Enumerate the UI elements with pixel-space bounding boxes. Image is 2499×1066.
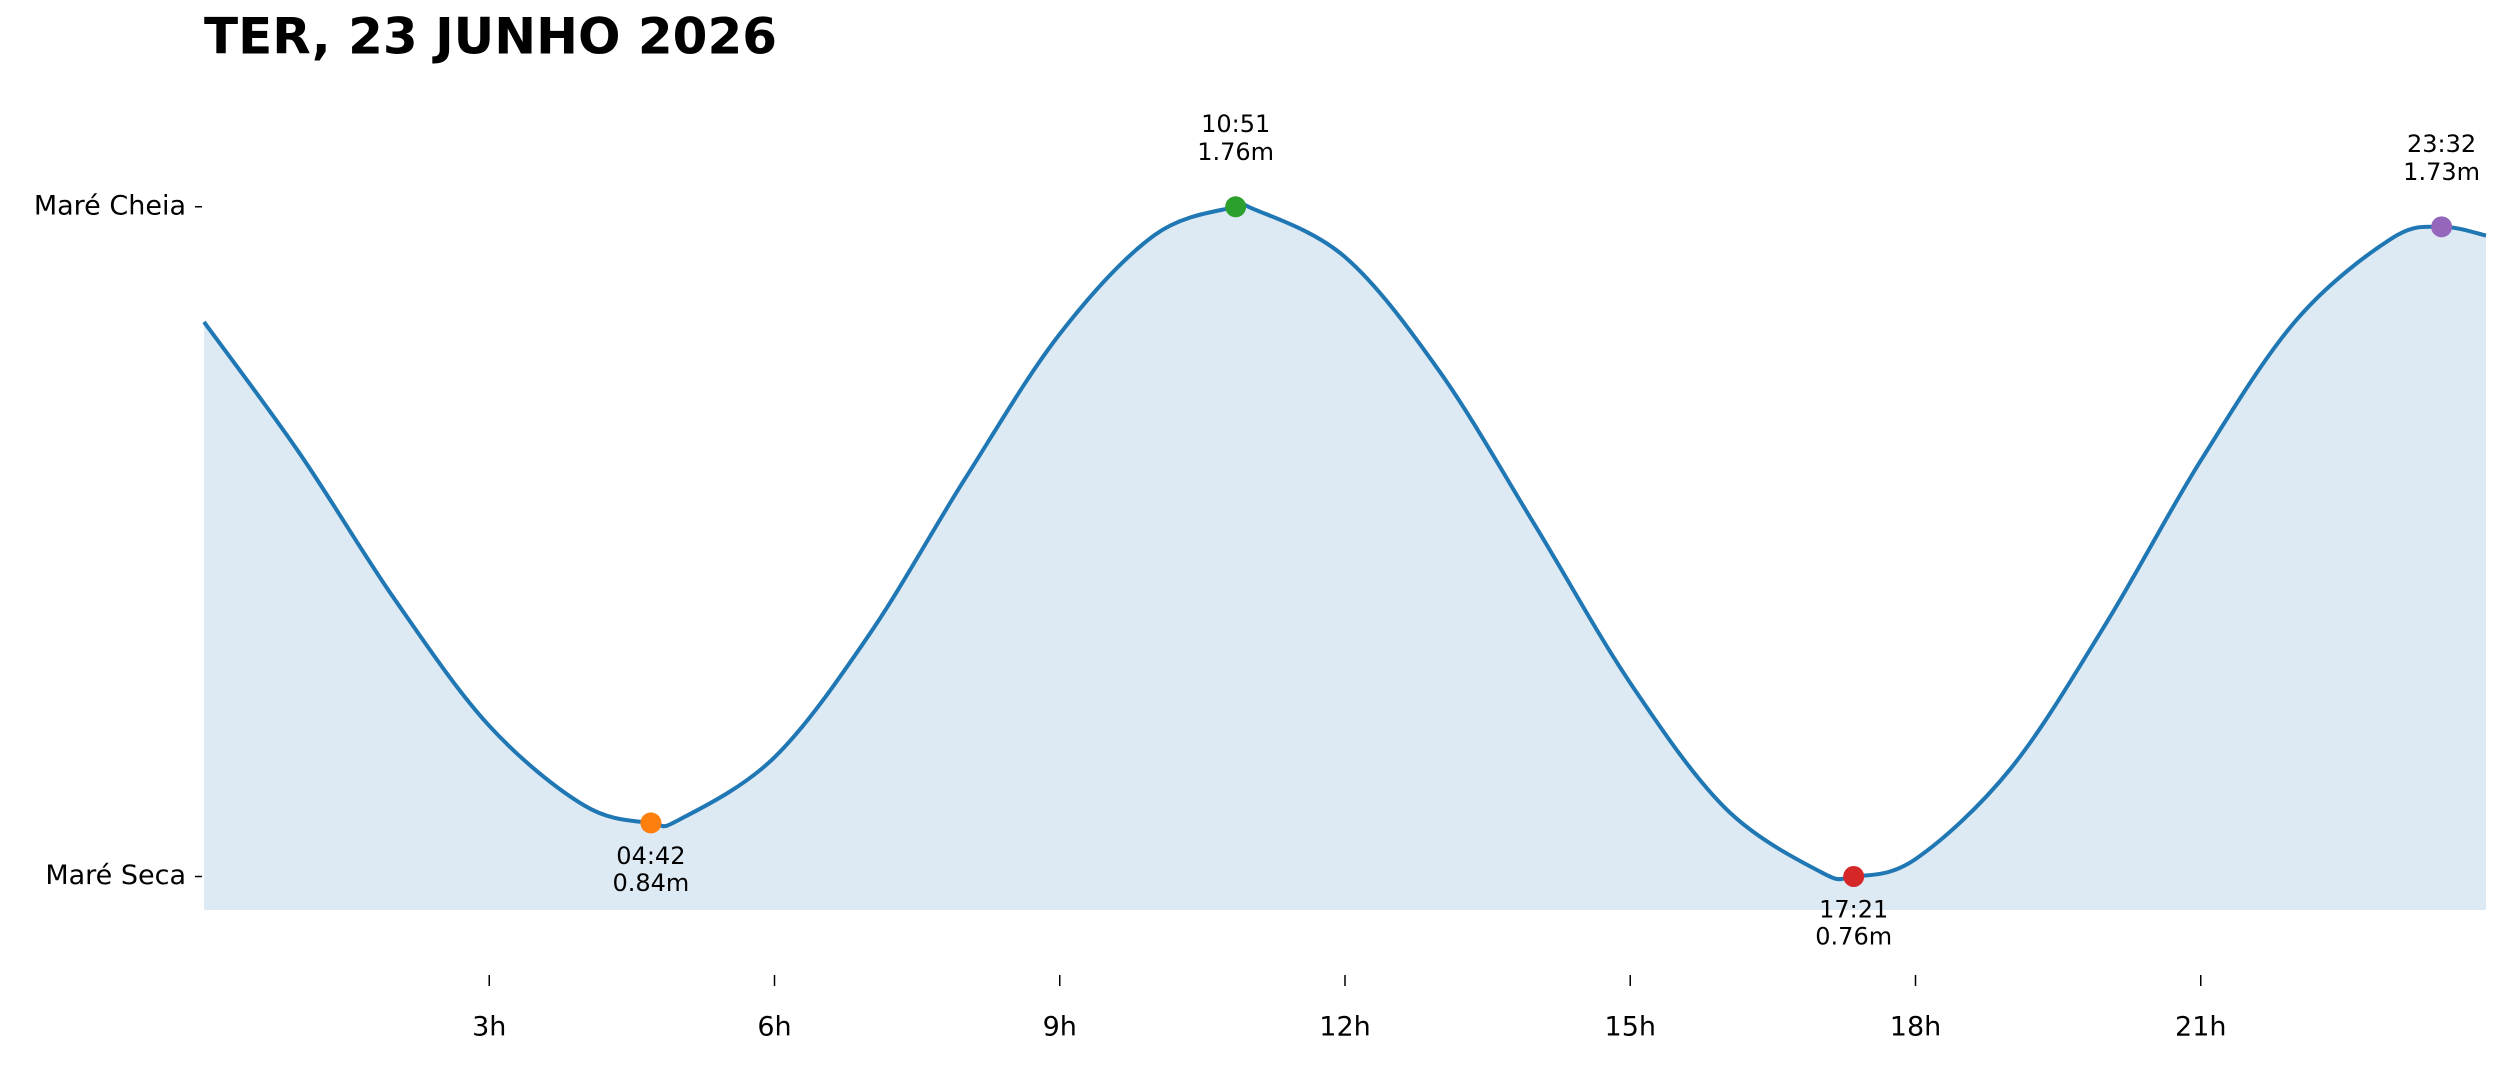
x-tick-label: 12h bbox=[1319, 1012, 1370, 1043]
tide-area bbox=[204, 202, 2486, 910]
x-tick-label: 3h bbox=[472, 1012, 506, 1043]
extreme-time: 17:21 bbox=[1819, 896, 1888, 924]
extreme-height: 0.84m bbox=[612, 869, 689, 897]
x-tick-label: 18h bbox=[1890, 1012, 1941, 1043]
extreme-time: 04:42 bbox=[616, 842, 685, 870]
y-tick-label: Maré Seca bbox=[45, 860, 186, 891]
extreme-time: 10:51 bbox=[1201, 110, 1270, 138]
x-tick-label: 6h bbox=[757, 1012, 791, 1043]
x-tick-label: 15h bbox=[1605, 1012, 1656, 1043]
chart-title: TER, 23 JUNHO 2026 bbox=[204, 8, 777, 66]
extreme-time: 23:32 bbox=[2407, 130, 2476, 158]
extreme-point bbox=[2431, 216, 2453, 238]
y-tick-label: Maré Cheia bbox=[34, 190, 186, 221]
extreme-point bbox=[1843, 866, 1865, 888]
extreme-height: 0.76m bbox=[1815, 923, 1892, 951]
tide-line bbox=[202, 200, 2487, 882]
x-tick-label: 21h bbox=[2175, 1012, 2226, 1043]
extreme-point bbox=[640, 812, 662, 834]
extreme-point bbox=[1225, 196, 1247, 218]
x-tick-label: 9h bbox=[1043, 1012, 1077, 1043]
extreme-height: 1.73m bbox=[2403, 158, 2480, 186]
extreme-height: 1.76m bbox=[1197, 138, 1274, 166]
